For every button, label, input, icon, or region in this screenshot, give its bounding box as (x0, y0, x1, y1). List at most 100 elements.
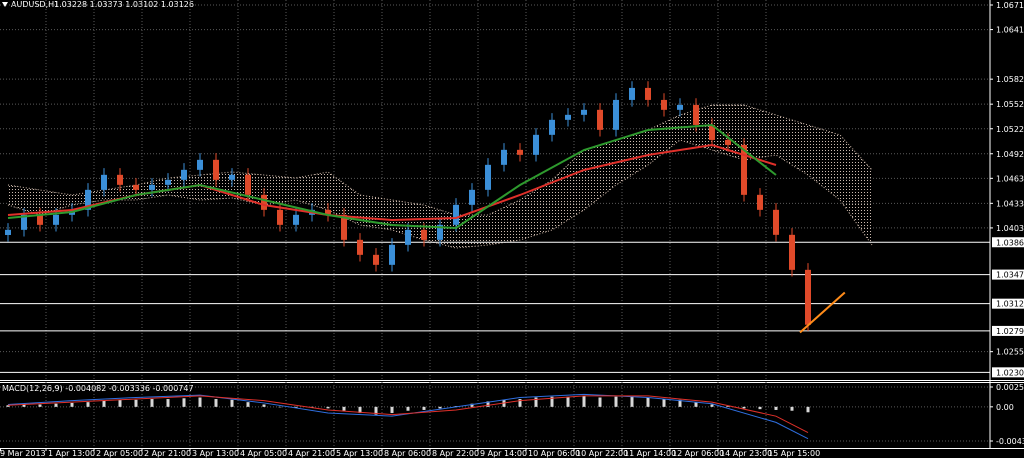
candle-body (805, 269, 811, 325)
macd-bar (694, 402, 698, 407)
y-tick-label: 1.04925 (996, 150, 1024, 159)
macd-bar (422, 406, 426, 410)
level-label-box (992, 325, 1024, 336)
candle-body (5, 229, 11, 235)
candle-body (693, 104, 699, 125)
candle-body (149, 184, 155, 190)
macd-bar (678, 399, 682, 407)
macd-bar (342, 406, 346, 411)
y-tick-label: 1.06710 (996, 1, 1024, 10)
candle-body (293, 214, 299, 225)
macd-bar (294, 406, 298, 408)
macd-bar (102, 400, 106, 407)
macd-bar (614, 396, 618, 407)
macd-bar (582, 395, 586, 407)
y-tick-label: 1.04035 (996, 224, 1024, 233)
candle-body (85, 189, 91, 210)
candle-body (341, 214, 347, 240)
moving-average (7, 123, 777, 230)
level-label: 1.03863 (996, 238, 1024, 247)
candle-body (421, 229, 427, 240)
macd-bar (790, 406, 794, 411)
candle-body (245, 174, 251, 195)
level-label-box (992, 298, 1024, 309)
x-tick-label: 2 Apr 21:00 (144, 449, 191, 458)
macd-bar (566, 396, 570, 407)
menu-arrow[interactable] (2, 2, 8, 7)
candle-body (373, 254, 379, 265)
macd-bar (390, 406, 394, 414)
level-label-box (992, 237, 1024, 248)
x-tick-label: 4 Apr 21:00 (288, 449, 335, 458)
x-tick-label: 11 Apr 14:00 (624, 449, 676, 458)
x-tick-label: 9 Apr 14:00 (480, 449, 527, 458)
macd-bar (182, 398, 186, 407)
macd-bar (262, 404, 266, 407)
candle-body (325, 209, 331, 215)
x-tick-label: 8 Apr 22:00 (432, 449, 479, 458)
macd-bar (726, 406, 730, 407)
macd-bar (134, 399, 138, 407)
macd-bar (326, 406, 330, 409)
macd-bar (806, 406, 810, 413)
candle-body (517, 149, 523, 155)
macd-bar (358, 406, 362, 414)
macd-bar (118, 399, 122, 407)
y-tick-label: 0.00255 (996, 383, 1024, 392)
x-tick-label: 2 Apr 05:00 (96, 449, 143, 458)
macd-bar (534, 397, 538, 407)
level-label: 1.03475 (996, 271, 1024, 280)
y-tick-label: -0.00439 (996, 437, 1024, 446)
y-tick-label: 1.05820 (996, 75, 1024, 84)
candle-body (549, 119, 555, 135)
candle-body (261, 194, 267, 210)
candle-body (133, 184, 139, 190)
candle-body (773, 209, 779, 235)
candle-body (597, 109, 603, 130)
candle-body (53, 214, 59, 225)
macd-bar (70, 402, 74, 407)
macd-bar (38, 404, 42, 407)
macd-bar (710, 404, 714, 407)
x-tick-label: 9 Mar 2013 (0, 449, 46, 458)
macd-bar (486, 401, 490, 407)
candle-body (725, 139, 731, 145)
macd-title: MACD(12,26,9) -0.004082 -0.003336 -0.000… (2, 384, 194, 393)
macd-bar (150, 399, 154, 407)
x-tick-label: 1 Apr 13:00 (48, 449, 95, 458)
candle-body (213, 159, 219, 180)
cloud-fill (8, 105, 872, 248)
x-tick-label: 5 Apr 13:00 (336, 449, 383, 458)
candle-body (581, 109, 587, 115)
macd-bar (662, 399, 666, 407)
y-tick-label: 1.04630 (996, 174, 1024, 183)
macd-bar (246, 402, 250, 407)
macd-line (7, 393, 809, 440)
candle-body (469, 189, 475, 205)
y-tick-label: 1.04330 (996, 199, 1024, 208)
candle-body (405, 229, 411, 245)
x-tick-label: 8 Apr 06:00 (384, 449, 431, 458)
x-tick-label: 14 Apr 23:00 (720, 449, 772, 458)
candle-body (181, 169, 187, 180)
candle-body (21, 214, 27, 230)
candle-body (789, 234, 795, 270)
candle-body (565, 114, 571, 120)
candle-body (741, 144, 747, 195)
candle-body (709, 124, 715, 140)
macd-bar (742, 406, 746, 409)
macd-bar (438, 406, 442, 409)
candle-body (757, 194, 763, 210)
x-tick-label: 4 Apr 05:00 (240, 449, 287, 458)
symbol-title: AUDUSD,H1 (11, 0, 59, 9)
candle-body (645, 87, 651, 100)
x-tick-label: 10 Apr 22:00 (576, 449, 628, 458)
x-tick-label: 3 Apr 13:00 (192, 449, 239, 458)
candle-body (197, 159, 203, 170)
macd-bar (550, 396, 554, 407)
x-tick-label: 12 Apr 06:00 (672, 449, 724, 458)
candle-body (37, 214, 43, 225)
candle-body (165, 179, 171, 185)
macd-bar (598, 397, 602, 407)
